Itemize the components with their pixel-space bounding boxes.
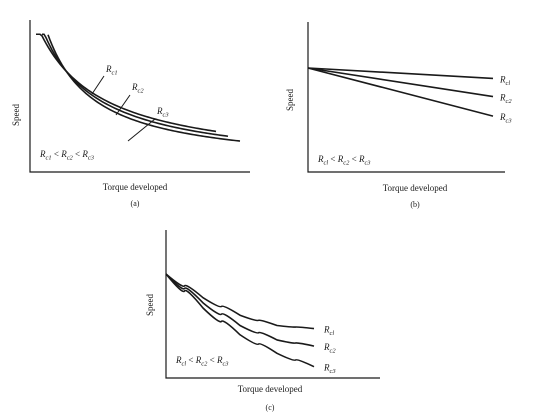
- series-line-rcl: [307, 67, 494, 80]
- y-axis-label: Speed: [11, 104, 21, 126]
- x-axis-label: Torque developed: [383, 183, 448, 193]
- series-label-rcl: Rcl: [499, 74, 510, 87]
- resistance-inequality: Rc1 < Rc2 < Rc3: [39, 149, 95, 162]
- series-label-rc2: Rc2: [131, 82, 144, 95]
- caption: (b): [410, 200, 420, 209]
- axes: [307, 22, 505, 173]
- series-line-rc3: [307, 67, 494, 117]
- series-line-rc2: [307, 67, 494, 98]
- resistance-inequality: Rcl < Rc2 < Rc3: [317, 154, 371, 167]
- series-label-rc3: Rc3: [323, 363, 336, 376]
- axes: [29, 20, 250, 173]
- x-axis-label: Torque developed: [238, 384, 303, 394]
- series-label-rc2: Rc2: [499, 93, 512, 106]
- series-line-rc3: [47, 34, 241, 142]
- series-label-rc3: Rc3: [499, 112, 512, 125]
- chart-a: [29, 20, 250, 173]
- label-pointer: [91, 75, 105, 95]
- caption: (a): [131, 199, 140, 208]
- series-label-rc2: Rc2: [323, 342, 336, 355]
- caption: (c): [266, 403, 275, 412]
- x-axis-label: Torque developed: [103, 182, 168, 192]
- label-pointer: [115, 94, 131, 116]
- series-label-rc3: Rc3: [156, 106, 169, 119]
- series-line-rc2: [42, 33, 229, 138]
- y-axis-label: Speed: [145, 294, 155, 316]
- chart-c: [165, 230, 380, 379]
- axes: [165, 230, 380, 379]
- series-line-rcl: [165, 273, 315, 330]
- label-pointer: [127, 118, 156, 142]
- series-label-rc1: Rc1: [105, 64, 118, 77]
- resistance-inequality: Rcl < Rc2 < Rc3: [175, 355, 229, 368]
- series-label-rcl: Rcl: [323, 325, 334, 338]
- series-line-rc3: [165, 273, 315, 368]
- chart-b: [307, 22, 505, 173]
- series-line-rc2: [165, 273, 315, 347]
- y-axis-label: Speed: [285, 89, 295, 111]
